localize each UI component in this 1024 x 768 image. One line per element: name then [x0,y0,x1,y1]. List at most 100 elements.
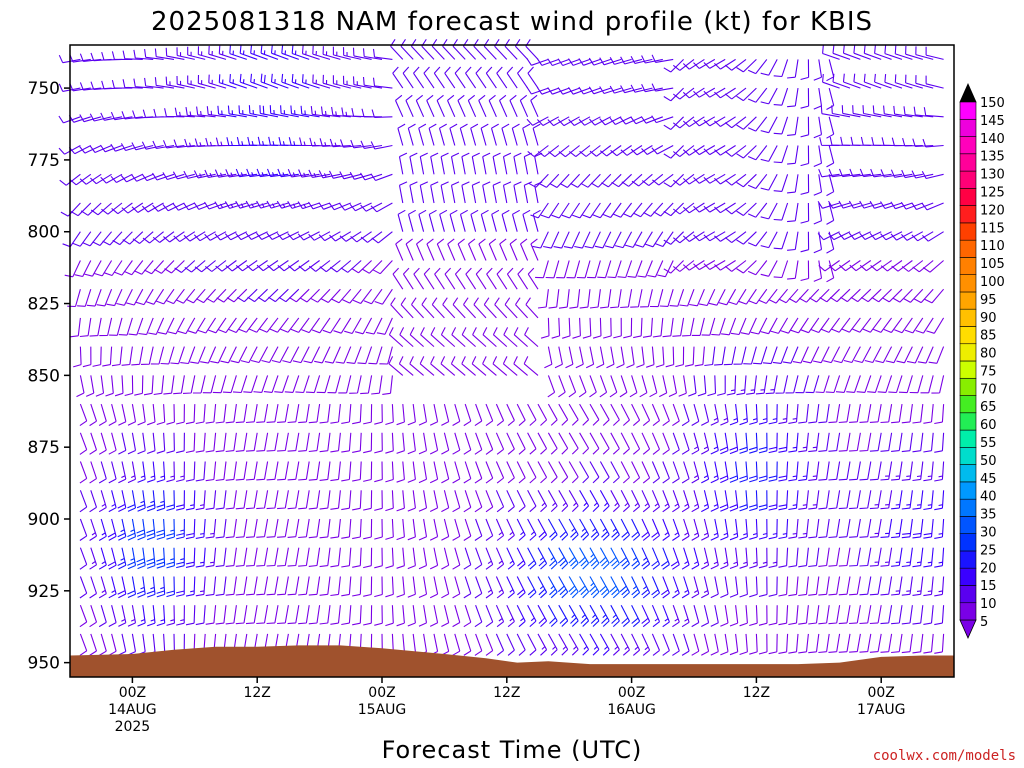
wind-barb [215,260,237,272]
wind-barb [787,231,799,251]
wind-barb [562,317,571,339]
wind-barb [256,547,269,567]
wind-barb [320,106,341,118]
wind-barb [662,604,670,628]
wind-barb [558,633,569,656]
wind-barb [900,231,924,241]
wind-barb [226,288,248,303]
wind-barb [153,375,165,396]
wind-barb [430,181,439,204]
wind-barb [85,375,95,397]
wind-barb [409,356,424,376]
wind-barb [901,169,923,179]
wind-barb [374,461,383,483]
wind-barb [385,547,394,569]
wind-barb [913,288,934,304]
wind-barb [305,375,321,394]
wind-barb [138,317,154,336]
wind-barb [802,346,820,364]
wind-barb [527,633,537,656]
wind-barb [413,267,425,290]
wind-barb [418,461,428,484]
wind-barb [657,260,674,278]
wind-barb [430,152,439,175]
wind-barb [440,152,449,175]
wind-barb [388,356,404,376]
wind-barb [195,432,206,453]
colorbar-swatch [959,308,977,327]
wind-barb [176,605,185,626]
wind-barb [396,576,405,598]
wind-barb [299,288,320,303]
colorbar-label: 110 [980,239,1005,254]
wind-barb [729,633,739,656]
wind-barb [98,490,107,513]
wind-barb [174,107,195,118]
wind-barb [250,73,268,89]
wind-barb [640,289,653,308]
wind-barb [758,288,778,304]
wind-barb [697,375,707,397]
wind-barb [599,576,610,599]
wind-barb [854,346,872,364]
wind-barb [197,74,216,89]
wind-barb [370,173,393,182]
wind-barb [333,317,352,334]
wind-barb [579,145,601,157]
wind-barb [589,432,600,455]
wind-barb [463,490,472,513]
wind-barb [708,288,726,306]
wind-barb [592,317,602,339]
wind-barb [173,139,195,148]
wind-barb [631,547,641,570]
wind-barb [646,346,655,368]
colorbar-label: 20 [980,561,997,576]
x-tick-label: 12Z [493,685,520,701]
wind-barb [195,576,206,597]
wind-barb [176,518,185,540]
wind-barb [703,202,726,213]
wind-barb [205,404,217,424]
wind-barb [368,346,383,365]
wind-barb [923,633,934,654]
wind-barb [869,432,882,452]
wind-barb [351,260,372,274]
wind-barb [778,518,789,540]
wind-barb [856,375,872,393]
wind-barb [805,375,820,394]
wind-barb [922,138,944,148]
wind-barb [587,260,601,279]
wind-barb [137,605,146,627]
wind-barb [449,209,458,232]
wind-barb [568,461,579,484]
wind-barb [527,518,537,541]
wind-barb [773,202,789,221]
wind-barb [308,547,321,567]
wind-barb [609,375,618,398]
wind-barb [256,518,269,538]
wind-barb [787,116,799,136]
wind-barb [195,404,206,425]
wind-barb [579,633,590,656]
wind-barb [904,317,924,334]
wind-barb [788,605,799,626]
wind-barb [833,346,851,364]
wind-barb [269,105,289,118]
wind-barb [849,547,861,567]
wind-barb [849,576,861,596]
y-tick-label: 925 [28,582,60,602]
wind-barb [849,168,871,178]
wind-barb [746,375,757,395]
wind-barb [655,231,674,248]
wind-barb [142,231,164,244]
wind-barb [388,327,404,348]
wind-barb [568,145,591,158]
wind-barb [225,260,248,272]
wind-barb [527,66,539,89]
wind-barb [626,346,635,369]
wind-barb [630,145,653,156]
wind-barb [419,181,429,204]
wind-barb [672,145,695,158]
wind-barb [454,267,466,290]
wind-barb [185,518,196,540]
